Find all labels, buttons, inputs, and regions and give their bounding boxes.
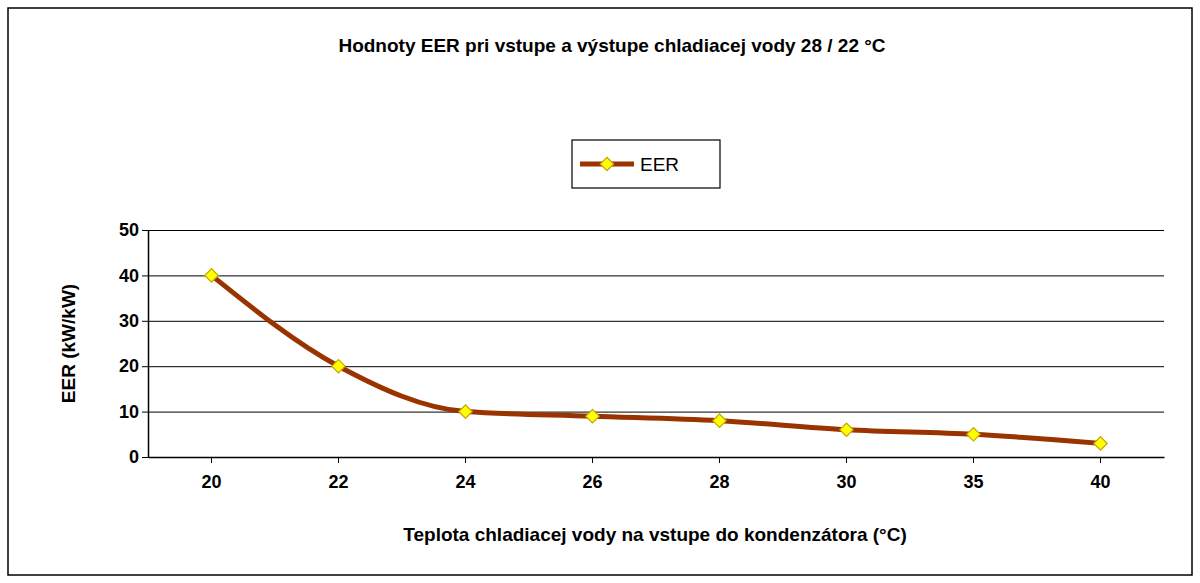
y-tick: 20	[119, 356, 148, 376]
y-axis: 0 10 20 30 40 50	[119, 220, 149, 467]
y-axis-line	[148, 231, 150, 458]
y-tick-mark	[142, 366, 148, 367]
series-marker	[586, 409, 599, 422]
x-tick-label: 26	[582, 472, 602, 492]
grid-line	[148, 230, 1164, 231]
x-tick-mark	[338, 457, 339, 463]
plot-area	[205, 269, 1107, 450]
x-tick-mark	[719, 457, 720, 463]
grid-line	[148, 366, 1164, 367]
grid-tick	[148, 457, 1164, 458]
x-tick: 26	[582, 457, 602, 492]
series-marker	[967, 428, 980, 441]
series-marker	[840, 423, 853, 436]
x-tick-mark	[211, 457, 212, 463]
y-tick-label: 40	[119, 266, 139, 286]
grid-line	[148, 321, 1164, 322]
series-marker	[713, 414, 726, 427]
x-tick-mark	[973, 457, 974, 463]
y-tick: 10	[119, 402, 148, 422]
x-tick: 24	[455, 457, 475, 492]
x-axis-line	[149, 457, 1165, 459]
x-tick: 28	[709, 457, 729, 492]
legend-box	[572, 140, 720, 188]
legend-marker	[600, 157, 613, 170]
x-tick-mark	[465, 457, 466, 463]
title: Hodnoty EER pri vstupe a výstupe chladia…	[338, 35, 885, 56]
x-tick: 35	[963, 457, 983, 492]
series-marker	[332, 359, 345, 372]
x-tick: 30	[836, 457, 856, 492]
y-tick-label: 10	[119, 402, 139, 422]
x-tick-label: 22	[328, 472, 348, 492]
x-tick-label: 20	[201, 472, 221, 492]
series-marker	[1094, 437, 1107, 450]
x-tick: 40	[1090, 457, 1110, 492]
x-axis-title: Teplota chladiacej vody na vstupe do kon…	[403, 524, 906, 545]
series-line	[212, 275, 1101, 443]
grid-tick	[148, 412, 1164, 413]
x-tick-label: 40	[1090, 472, 1110, 492]
y-tick-label: 30	[119, 311, 139, 331]
series-marker	[459, 405, 472, 418]
grid	[148, 231, 1164, 458]
y-axis-title: EER (kW/kW)	[58, 284, 79, 403]
grid-line	[148, 412, 1164, 413]
grid-tick	[148, 230, 1164, 231]
y-tick-label: 0	[129, 447, 139, 467]
x-tick-label: 35	[963, 472, 983, 492]
y-tick-mark	[142, 275, 148, 276]
legend-label: EER	[640, 154, 679, 175]
y-tick: 30	[119, 311, 148, 331]
grid-tick	[148, 275, 1164, 276]
legend: EER	[572, 140, 720, 188]
y-tick: 0	[129, 447, 148, 467]
x-tick: 22	[328, 457, 348, 492]
chart-frame	[8, 8, 1192, 575]
series-marker	[205, 269, 218, 282]
grid-tick	[148, 321, 1164, 322]
x-tick-mark	[846, 457, 847, 463]
x-tick-mark	[1100, 457, 1101, 463]
y-tick-label: 50	[119, 220, 139, 240]
x-tick-label: 28	[709, 472, 729, 492]
x-tick-label: 24	[455, 472, 475, 492]
y-tick-mark	[142, 457, 148, 458]
grid-line	[148, 275, 1164, 276]
grid-line	[148, 457, 1164, 458]
y-tick-mark	[142, 321, 148, 322]
x-tick: 20	[201, 457, 221, 492]
y-tick-label: 20	[119, 356, 139, 376]
y-tick-mark	[142, 412, 148, 413]
grid-tick	[148, 366, 1164, 367]
y-tick: 40	[119, 266, 148, 286]
y-tick-mark	[142, 230, 148, 231]
x-tick-mark	[592, 457, 593, 463]
x-axis: 20 22 24 26 28 30 35 40	[149, 457, 1165, 492]
chart: Hodnoty EER pri vstupe a výstupe chladia…	[0, 0, 1200, 583]
x-tick-label: 30	[836, 472, 856, 492]
y-tick: 50	[119, 220, 148, 240]
